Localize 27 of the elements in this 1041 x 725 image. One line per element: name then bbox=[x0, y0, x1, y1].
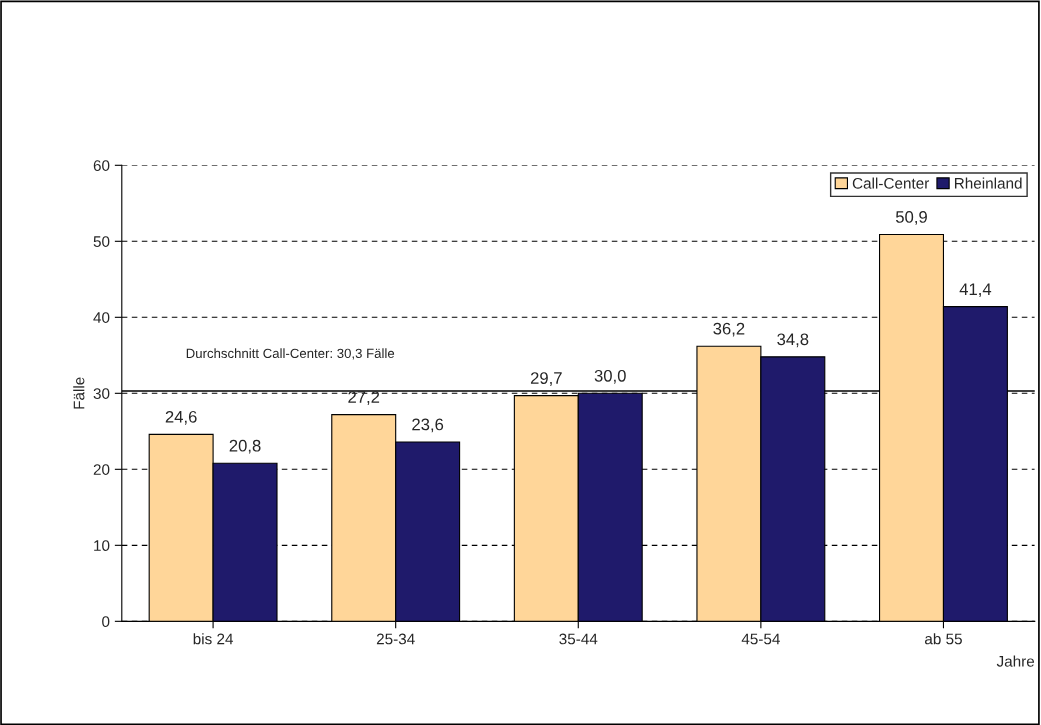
x-tick-label: 45-54 bbox=[741, 633, 780, 645]
data-label: 30,0 bbox=[594, 369, 626, 384]
data-label: 20,8 bbox=[229, 439, 261, 454]
y-tick-label: 40 bbox=[93, 312, 110, 323]
x-tick-label: 35-44 bbox=[559, 633, 598, 645]
data-label: 23,6 bbox=[412, 418, 444, 433]
legend-label: Rheinland bbox=[954, 177, 1022, 189]
ref-line-label: Durchschnitt Call-Center: 30,3 Fälle bbox=[186, 348, 395, 360]
y-tick-label: 60 bbox=[93, 160, 110, 171]
y-tick-label: 30 bbox=[93, 388, 110, 399]
y-axis-title: Fälle bbox=[73, 377, 85, 409]
data-label: 24,6 bbox=[165, 410, 197, 425]
data-label: 41,4 bbox=[959, 283, 992, 298]
y-tick-label: 0 bbox=[102, 616, 110, 628]
y-tick-label: 50 bbox=[93, 236, 110, 247]
y-tick-label: 10 bbox=[94, 540, 110, 552]
data-label: 34,8 bbox=[777, 333, 809, 348]
x-tick-label: bis 24 bbox=[193, 633, 234, 645]
x-axis-title: Jahre bbox=[996, 655, 1035, 667]
legend-label: Call-Center bbox=[852, 177, 930, 189]
data-label: 36,2 bbox=[713, 322, 745, 337]
x-tick-label: 25-34 bbox=[376, 633, 415, 645]
x-tick-label: ab 55 bbox=[924, 633, 962, 645]
data-label: 27,2 bbox=[348, 391, 380, 405]
data-label: 50,9 bbox=[895, 211, 927, 225]
y-tick-label: 20 bbox=[93, 464, 110, 475]
data-label: 29,7 bbox=[530, 372, 562, 386]
